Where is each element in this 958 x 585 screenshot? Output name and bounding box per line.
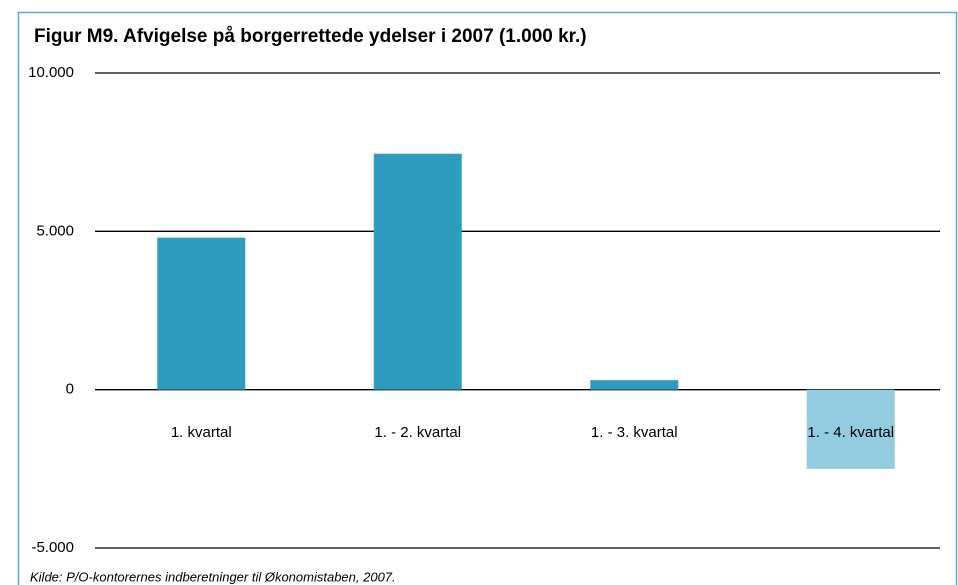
y-tick-label: 5.000 [36,222,74,239]
bar [806,389,895,469]
chart-title: Figur M9. Afvigelse på borgerrettede yde… [34,26,587,47]
x-tick-label: 1. - 2. kvartal [374,424,461,441]
y-tick-label: -5.000 [31,539,74,556]
x-tick-label: 1. - 3. kvartal [591,424,678,441]
bar [590,380,679,390]
y-tick-label: 0 [66,381,74,398]
source-note: Kilde: P/O-kontorernes indberetninger ti… [30,569,396,584]
bar [157,237,246,390]
x-tick-label: 1. kvartal [171,424,232,441]
x-tick-label: 1. - 4. kvartal [807,424,894,441]
bar [373,153,462,390]
y-tick-label: 10.000 [28,64,74,81]
frame [17,11,958,585]
